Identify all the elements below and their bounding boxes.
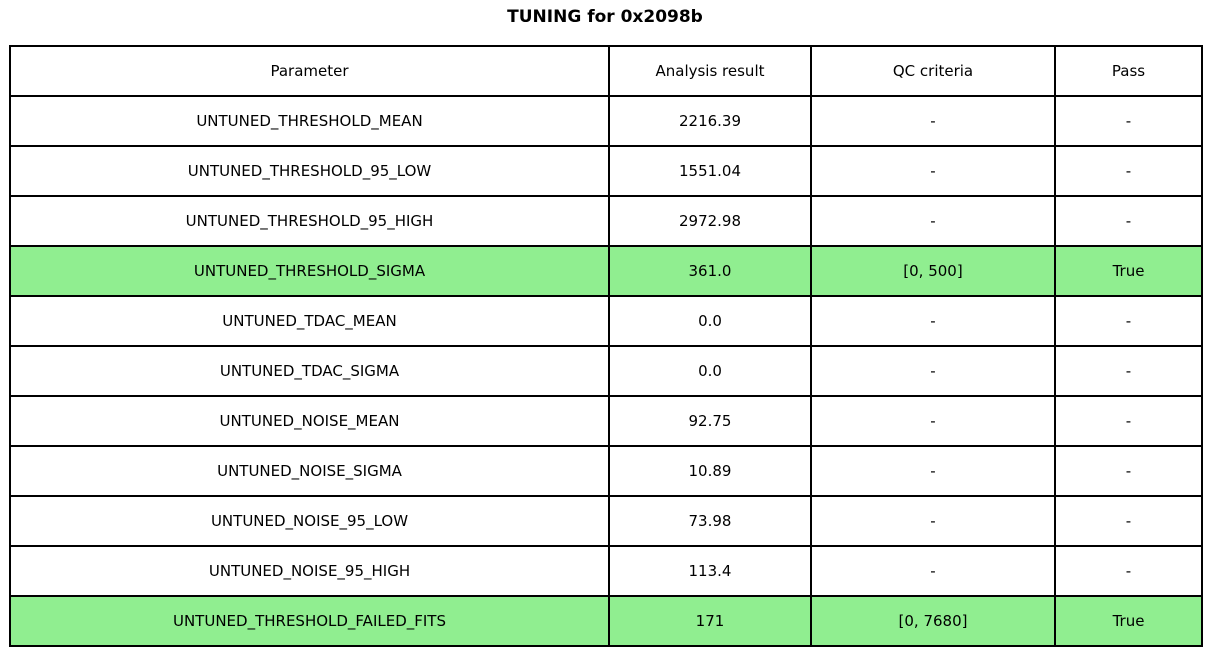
table-row: UNTUNED_NOISE_95_HIGH 113.4- -	[9, 545, 1203, 597]
cell-analysis-result: 113.4	[608, 545, 812, 597]
cell-pass: -	[1054, 295, 1203, 347]
cell-qc-criteria: -	[810, 345, 1056, 397]
cell-analysis-result: 2972.98	[608, 195, 812, 247]
cell-analysis-result: 171	[608, 595, 812, 647]
cell-qc-criteria: -	[810, 545, 1056, 597]
column-header-pass: Pass	[1054, 45, 1203, 97]
header-row: Parameter Analysis result QC criteria Pa…	[9, 45, 1203, 97]
cell-analysis-result: 92.75	[608, 395, 812, 447]
cell-parameter: UNTUNED_THRESHOLD_95_LOW	[9, 145, 610, 197]
cell-pass: -	[1054, 95, 1203, 147]
cell-analysis-result: 1551.04	[608, 145, 812, 197]
cell-qc-criteria: -	[810, 195, 1056, 247]
cell-analysis-result: 73.98	[608, 495, 812, 547]
table-row: UNTUNED_THRESHOLD_MEAN 2216.39- -	[9, 95, 1203, 147]
cell-qc-criteria: [0, 7680]	[810, 595, 1056, 647]
table-row: UNTUNED_THRESHOLD_SIGMA 361.0 [0, 500] True	[9, 245, 1203, 297]
cell-parameter: UNTUNED_TDAC_SIGMA	[9, 345, 610, 397]
cell-parameter: UNTUNED_THRESHOLD_SIGMA	[9, 245, 610, 297]
cell-pass: -	[1054, 145, 1203, 197]
cell-qc-criteria: -	[810, 295, 1056, 347]
table-body: UNTUNED_THRESHOLD_MEAN 2216.39- - UNTUNED_T…	[9, 95, 1203, 647]
cell-pass: -	[1054, 395, 1203, 447]
cell-qc-criteria: -	[810, 95, 1056, 147]
cell-parameter: UNTUNED_THRESHOLD_95_HIGH	[9, 195, 610, 247]
cell-pass: -	[1054, 545, 1203, 597]
column-header-analysis-result: Analysis result	[608, 45, 812, 97]
tuning-qc-table: Parameter Analysis result QC criteria Pa…	[9, 45, 1203, 647]
cell-analysis-result: 10.89	[608, 445, 812, 497]
table-row: UNTUNED_NOISE_SIGMA 10.89- -	[9, 445, 1203, 497]
table-row: UNTUNED_THRESHOLD_95_LOW 1551.04- -	[9, 145, 1203, 197]
table-row: UNTUNED_NOISE_95_LOW 73.98- -	[9, 495, 1203, 547]
cell-pass: True	[1054, 595, 1203, 647]
cell-qc-criteria: -	[810, 495, 1056, 547]
cell-analysis-result: 0.0	[608, 345, 812, 397]
cell-analysis-result: 0.0	[608, 295, 812, 347]
cell-pass: -	[1054, 345, 1203, 397]
cell-parameter: UNTUNED_THRESHOLD_FAILED_FITS	[9, 595, 610, 647]
cell-analysis-result: 2216.39	[608, 95, 812, 147]
cell-qc-criteria: -	[810, 145, 1056, 197]
column-header-qc-criteria: QC criteria	[810, 45, 1056, 97]
cell-pass: -	[1054, 445, 1203, 497]
table-row: UNTUNED_THRESHOLD_FAILED_FITS 171 [0, 7680…	[9, 595, 1203, 647]
page-title: TUNING for 0x2098b	[507, 7, 703, 27]
cell-parameter: UNTUNED_TDAC_MEAN	[9, 295, 610, 347]
cell-parameter: UNTUNED_NOISE_SIGMA	[9, 445, 610, 497]
table-row: UNTUNED_THRESHOLD_95_HIGH 2972.98- -	[9, 195, 1203, 247]
cell-pass: True	[1054, 245, 1203, 297]
table-header: Parameter Analysis result QC criteria Pa…	[9, 45, 1203, 97]
cell-parameter: UNTUNED_NOISE_95_HIGH	[9, 545, 610, 597]
cell-qc-criteria: -	[810, 395, 1056, 447]
cell-pass: -	[1054, 495, 1203, 547]
cell-parameter: UNTUNED_NOISE_MEAN	[9, 395, 610, 447]
cell-qc-criteria: -	[810, 445, 1056, 497]
cell-parameter: UNTUNED_THRESHOLD_MEAN	[9, 95, 610, 147]
cell-parameter: UNTUNED_NOISE_95_LOW	[9, 495, 610, 547]
cell-qc-criteria: [0, 500]	[810, 245, 1056, 297]
table-row: UNTUNED_TDAC_MEAN 0.0- -	[9, 295, 1203, 347]
table-row: UNTUNED_NOISE_MEAN 92.75- -	[9, 395, 1203, 447]
table-row: UNTUNED_TDAC_SIGMA 0.0- -	[9, 345, 1203, 397]
cell-analysis-result: 361.0	[608, 245, 812, 297]
column-header-parameter: Parameter	[9, 45, 610, 97]
cell-pass: -	[1054, 195, 1203, 247]
